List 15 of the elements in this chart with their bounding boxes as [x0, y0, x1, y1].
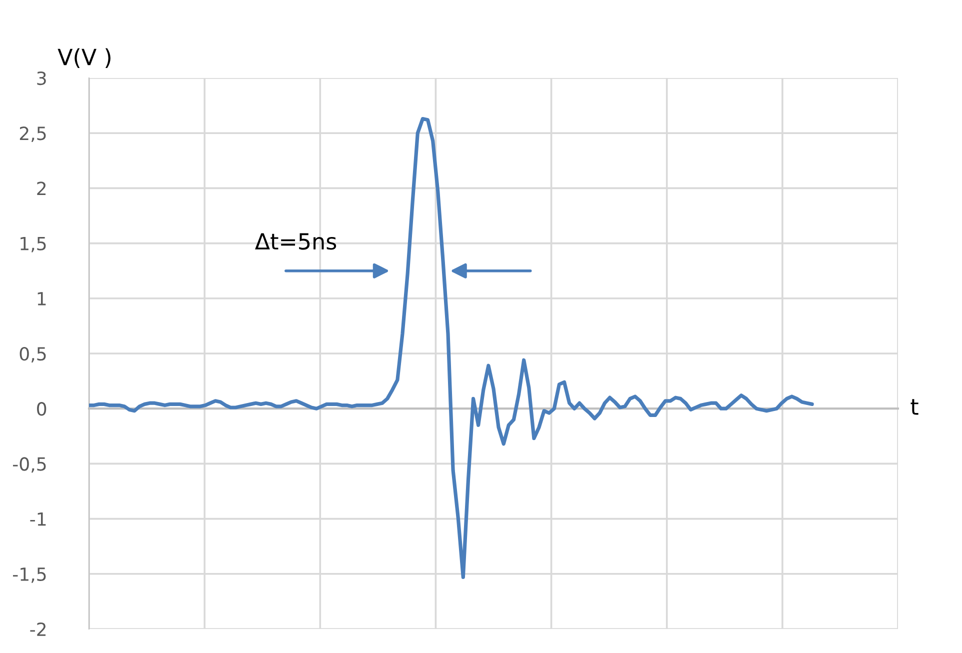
y-tick-label: -0,5 — [12, 457, 46, 473]
y-tick-label: 2 — [37, 182, 46, 196]
y-tick-label: -1,5 — [12, 568, 46, 583]
y-tick-label: -2 — [30, 622, 46, 636]
y-tick-label: 0,5 — [20, 346, 46, 362]
y-tick-label: 1 — [38, 292, 46, 306]
y-axis-title: V(V ) — [58, 48, 110, 68]
y-tick-label: 0 — [37, 402, 46, 416]
y-tick-label: -1 — [30, 512, 46, 526]
y-tick-label: 3 — [37, 71, 46, 86]
annotation: Δt=5ns — [255, 233, 336, 250]
y-tick-label: 1,5 — [20, 236, 46, 252]
x-axis-title: t — [910, 399, 918, 415]
y-tick-label: 2,5 — [20, 126, 46, 142]
line-series — [89, 116, 814, 580]
